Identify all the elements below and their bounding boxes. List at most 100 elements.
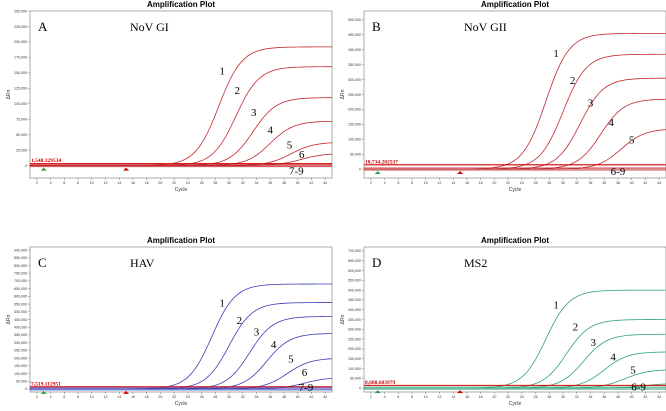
curve-label: 1 [219, 66, 225, 78]
x-tick-label: 18 [145, 395, 149, 399]
curve-label: 7-9 [299, 382, 314, 394]
x-tick-label: 32 [575, 181, 579, 185]
x-tick-label: 38 [616, 395, 620, 399]
x-tick-label: 20 [492, 181, 496, 185]
x-tick-label: 10 [424, 395, 428, 399]
curve-label: 6 [299, 149, 305, 161]
x-tick-label: 28 [547, 395, 551, 399]
y-tick-label: 350,000 [14, 333, 27, 337]
baseline-end-marker [123, 167, 130, 171]
y-tick-label: 100,000 [14, 102, 27, 106]
y-tick-label: 600,000 [348, 269, 361, 273]
y-tick-label: 200,000 [348, 347, 361, 351]
x-tick-label: 14 [451, 181, 455, 185]
y-tick-label: 500,000 [348, 18, 361, 22]
y-tick-label: 600,000 [14, 295, 27, 299]
y-axis-label: ΔRn [6, 314, 12, 324]
threshold-label: 1,548.329534 [31, 158, 62, 164]
y-tick-label: 200,000 [14, 40, 27, 44]
y-tick-label: 75,000 [16, 118, 27, 122]
x-tick-label: 44 [657, 181, 661, 185]
x-tick-label: 38 [282, 181, 286, 185]
x-tick-label: 32 [575, 395, 579, 399]
plot-frame-c [29, 246, 333, 393]
curve-label: 4 [608, 117, 614, 129]
baseline-start-marker [40, 167, 47, 171]
threshold-label: 10,734.202537 [365, 159, 398, 165]
y-tick-label: 650,000 [348, 259, 361, 263]
x-tick-label: 26 [200, 181, 204, 185]
y-tick-label: 25,000 [16, 148, 27, 152]
y-tick-label: 450,000 [14, 318, 27, 322]
x-tick-label: 10 [90, 395, 94, 399]
y-tick-label: 125,000 [14, 87, 27, 91]
x-tick-label: 24 [520, 395, 524, 399]
y-tick-label: 250,000 [14, 349, 27, 353]
x-tick-label: 16 [131, 181, 135, 185]
y-tick-label: 350,000 [348, 318, 361, 322]
x-tick-label: 40 [296, 395, 300, 399]
panel-letter: C [38, 255, 47, 270]
curve-label: 3 [590, 337, 596, 349]
x-axis-label: Cycle [509, 401, 522, 407]
y-tick-label: 550,000 [348, 279, 361, 283]
x-tick-label: 32 [241, 395, 245, 399]
x-tick-label: 4 [50, 395, 52, 399]
x-tick-label: 34 [589, 395, 593, 399]
x-tick-label: 24 [520, 181, 524, 185]
baseline-start-marker [374, 390, 381, 394]
curve-label: 1 [553, 300, 559, 312]
x-tick-label: 26 [200, 395, 204, 399]
curve-label: 1 [553, 48, 559, 60]
x-tick-label: 4 [50, 181, 52, 185]
y-tick-label: 450,000 [348, 33, 361, 37]
y-tick-label: 400,000 [348, 308, 361, 312]
x-tick-label: 18 [145, 181, 149, 185]
x-tick-label: 24 [186, 181, 190, 185]
curve-label: 2 [573, 321, 579, 333]
x-tick-label: 38 [282, 395, 286, 399]
y-tick-label: 550,000 [14, 302, 27, 306]
y-tick-label: 50,000 [16, 133, 27, 137]
x-tick-label: 14 [451, 395, 455, 399]
y-tick-label: 300,000 [348, 328, 361, 332]
y-tick-label: 300,000 [14, 341, 27, 345]
x-tick-label: 6 [397, 395, 399, 399]
x-tick-label: 14 [117, 181, 121, 185]
x-tick-label: 20 [158, 395, 162, 399]
baseline-end-marker [457, 171, 464, 175]
x-tick-label: 12 [104, 395, 108, 399]
x-tick-label: 10 [90, 181, 94, 185]
x-tick-label: 16 [465, 181, 469, 185]
curve-label: 6 [302, 367, 308, 379]
y-tick-label: 300,000 [348, 78, 361, 82]
y-tick-label: 500,000 [348, 288, 361, 292]
x-tick-label: 22 [172, 181, 176, 185]
curve-label: 3 [588, 97, 594, 109]
x-tick-label: 42 [309, 181, 313, 185]
virus-label: MS2 [464, 256, 487, 270]
x-tick-label: 12 [104, 181, 108, 185]
y-tick-label: 100,000 [348, 138, 361, 142]
curve-label: 4 [271, 339, 277, 351]
curve-label: 6-9 [611, 166, 626, 178]
y-tick-label: 150,000 [14, 71, 27, 75]
x-tick-label: 30 [561, 395, 565, 399]
chart-panel-a: Amplification Plot 0 25,000 50,000 75,000 100… [6, 0, 333, 193]
x-tick-label: 38 [616, 181, 620, 185]
x-axis-label: Cycle [509, 187, 522, 193]
x-tick-label: 30 [227, 395, 231, 399]
y-tick-label: 150,000 [348, 123, 361, 127]
x-tick-label: 42 [643, 181, 647, 185]
x-tick-label: 36 [268, 181, 272, 185]
y-axis-label: ΔRn [340, 314, 346, 324]
x-tick-label: 28 [213, 181, 217, 185]
x-tick-label: 26 [534, 395, 538, 399]
x-tick-label: 8 [411, 181, 413, 185]
x-tick-label: 34 [255, 395, 259, 399]
curve-label: 4 [610, 352, 616, 364]
x-tick-label: 36 [602, 181, 606, 185]
x-tick-label: 10 [424, 181, 428, 185]
plot-frame-b [363, 10, 666, 179]
y-tick-label: 175,000 [14, 56, 27, 60]
